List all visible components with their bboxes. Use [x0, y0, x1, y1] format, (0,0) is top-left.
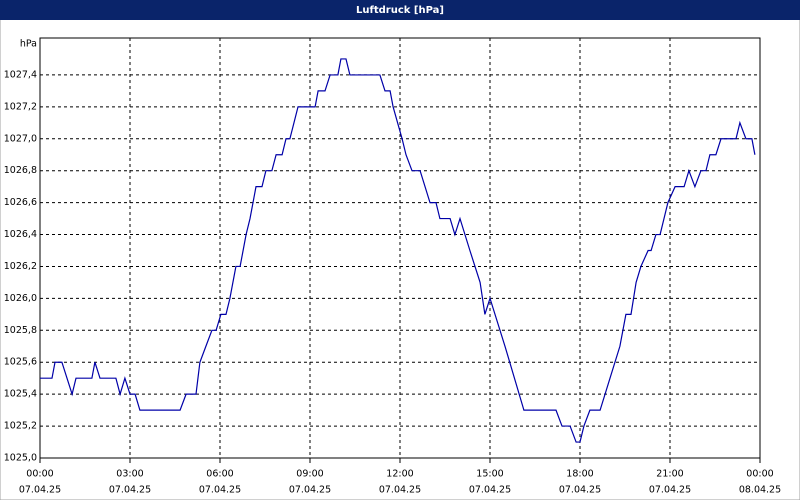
x-tick-date: 07.04.25 [379, 485, 421, 496]
y-tick-label: 1025,0 [4, 453, 37, 464]
y-tick-label: 1026,2 [4, 261, 37, 272]
x-tick-date: 07.04.25 [559, 485, 601, 496]
y-tick-label: 1025,2 [4, 421, 37, 432]
y-tick-label: 1025,6 [4, 357, 37, 368]
y-tick-label: 1027,4 [4, 69, 37, 80]
x-tick-label: 00:00 [746, 469, 773, 480]
x-tick-label: 09:00 [296, 469, 323, 480]
y-tick-label: 1027,2 [4, 101, 37, 112]
x-tick-label: 12:00 [386, 469, 413, 480]
x-tick-label: 00:00 [26, 469, 53, 480]
title-bar [0, 0, 800, 20]
data-line [40, 58, 756, 443]
y-tick-label: 1025,8 [4, 325, 37, 336]
y-tick-label: 1025,4 [4, 389, 37, 400]
y-tick-label: 1026,4 [4, 229, 37, 240]
y-tick-label: 1027,0 [4, 133, 37, 144]
x-tick-date: 07.04.25 [469, 485, 511, 496]
y-tick-label: 1026,6 [4, 197, 37, 208]
x-tick-date: 07.04.25 [19, 485, 61, 496]
x-tick-date: 07.04.25 [649, 485, 691, 496]
x-tick-label: 06:00 [206, 469, 233, 480]
x-tick-label: 03:00 [116, 469, 143, 480]
chart-title: Luftdruck [hPa] [356, 5, 444, 16]
x-tick-label: 21:00 [656, 469, 683, 480]
x-tick-date: 07.04.25 [289, 485, 331, 496]
y-tick-label: 1026,0 [4, 293, 37, 304]
y-tick-label: 1026,8 [4, 165, 37, 176]
x-tick-date: 07.04.25 [199, 485, 241, 496]
x-tick-date: 07.04.25 [109, 485, 151, 496]
x-tick-label: 15:00 [476, 469, 503, 480]
x-tick-date: 08.04.25 [739, 485, 781, 496]
x-tick-label: 18:00 [566, 469, 593, 480]
y-unit: hPa [20, 39, 37, 50]
